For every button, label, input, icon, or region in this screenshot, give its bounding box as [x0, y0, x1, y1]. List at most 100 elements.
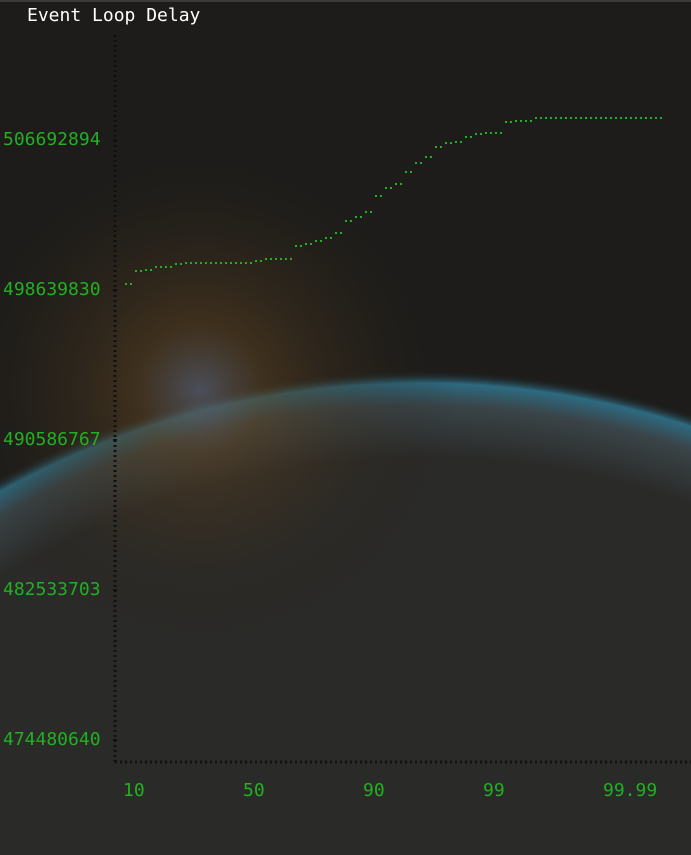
point-dot: [605, 117, 607, 120]
point-dot: [200, 262, 202, 265]
y-tick-label: 482533703: [3, 579, 101, 600]
point-dot: [220, 262, 222, 265]
point-dot: [305, 243, 307, 246]
point-dot: [485, 132, 487, 135]
point-dot: [650, 117, 652, 120]
point-dot: [225, 262, 227, 265]
point-dot: [170, 266, 172, 269]
point: [275, 258, 282, 261]
point-dot: [410, 171, 412, 174]
x-tick-label: 10: [123, 780, 145, 801]
point: [505, 121, 512, 124]
point-dot: [465, 136, 467, 139]
x-tick-label: 99: [483, 780, 505, 801]
point: [125, 283, 132, 286]
point-dot: [165, 266, 167, 269]
point-dot: [575, 117, 577, 120]
point-dot: [460, 141, 462, 144]
point: [225, 262, 232, 265]
point-dot: [440, 146, 442, 149]
point-dot: [525, 120, 527, 123]
point: [565, 117, 572, 120]
point: [475, 133, 482, 136]
point-dot: [365, 211, 367, 214]
point-dot: [630, 117, 632, 120]
point-dot: [415, 162, 417, 165]
point-dot: [450, 142, 452, 145]
point-dot: [500, 132, 502, 135]
point-dot: [470, 136, 472, 139]
point: [365, 211, 372, 214]
point: [335, 232, 342, 235]
point-dot: [280, 258, 282, 261]
point: [305, 243, 312, 246]
point-dot: [600, 117, 602, 120]
point-dot: [190, 262, 192, 265]
point-dot: [340, 232, 342, 235]
point: [395, 183, 402, 186]
point: [385, 187, 392, 190]
x-tick-label: 50: [243, 780, 265, 801]
point-dot: [445, 142, 447, 145]
point: [245, 262, 252, 265]
point-dot: [185, 262, 187, 265]
point: [625, 117, 632, 120]
point: [195, 262, 202, 265]
point-dot: [490, 132, 492, 135]
point-dot: [455, 141, 457, 144]
y-tick-label: 490586767: [3, 429, 101, 450]
point: [635, 117, 642, 120]
point-dot: [230, 262, 232, 265]
point-dot: [580, 117, 582, 120]
point-dot: [590, 117, 592, 120]
point-dot: [300, 245, 302, 248]
point: [455, 141, 462, 144]
point-dot: [585, 117, 587, 120]
point-dot: [385, 187, 387, 190]
point: [485, 132, 492, 135]
point-dot: [155, 266, 157, 269]
point-dot: [195, 262, 197, 265]
point-dot: [310, 243, 312, 246]
point-dot: [480, 133, 482, 136]
point-dot: [160, 266, 162, 269]
x-tick-label: 99.99: [603, 780, 657, 801]
point-dot: [545, 117, 547, 120]
point: [135, 270, 142, 273]
y-tick-label: 498639830: [3, 279, 101, 300]
point-dot: [245, 262, 247, 265]
point-dot: [175, 263, 177, 266]
point: [265, 258, 272, 261]
point-dot: [140, 270, 142, 273]
point-dot: [505, 121, 507, 124]
point-dot: [660, 117, 662, 120]
point-dot: [390, 187, 392, 190]
y-tick-label: 506692894: [3, 129, 101, 150]
point-dot: [475, 133, 477, 136]
point: [545, 117, 552, 120]
point-dot: [405, 171, 407, 174]
point-dot: [250, 262, 252, 265]
point-dot: [435, 146, 437, 149]
point-dot: [355, 216, 357, 219]
point: [445, 142, 452, 145]
point-dot: [655, 117, 657, 120]
point: [425, 156, 432, 159]
point-dot: [640, 117, 642, 120]
point: [285, 258, 292, 261]
point-dot: [180, 263, 182, 266]
point-dot: [620, 117, 622, 120]
point-dot: [335, 232, 337, 235]
point: [555, 117, 562, 120]
point: [515, 120, 522, 123]
point-dot: [350, 220, 352, 223]
point: [415, 162, 422, 165]
point-dot: [260, 260, 262, 263]
point-dot: [595, 117, 597, 120]
point-dot: [270, 258, 272, 261]
point-dot: [255, 260, 257, 263]
point-dot: [560, 117, 562, 120]
point-dot: [360, 216, 362, 219]
